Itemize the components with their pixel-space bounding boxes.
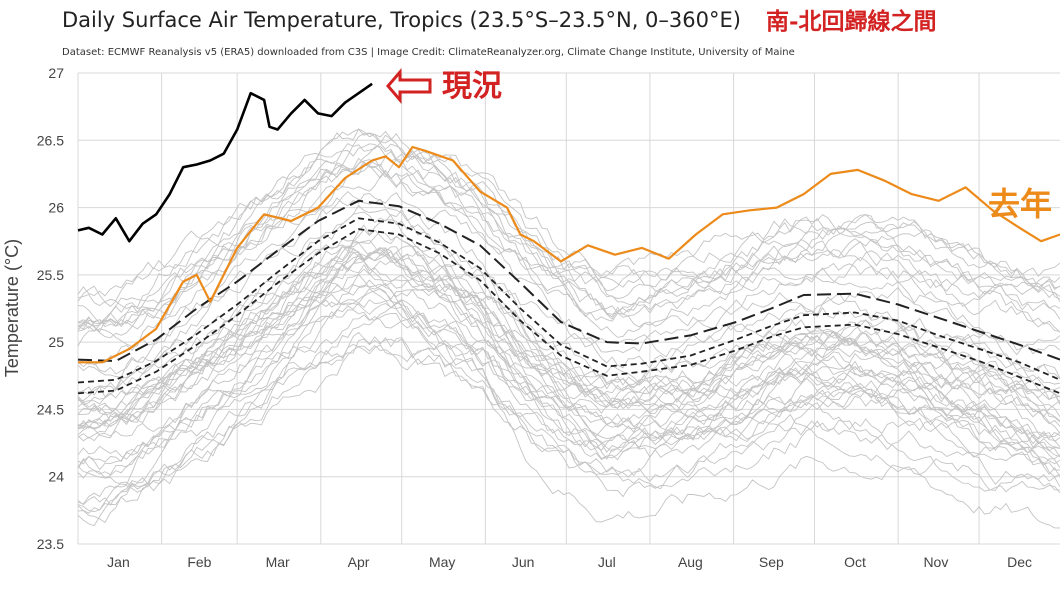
- history-line: [77, 153, 1060, 330]
- history-line: [77, 299, 1060, 479]
- history-line: [77, 130, 1060, 327]
- history-line: [77, 267, 1060, 427]
- history-line: [77, 161, 1060, 356]
- y-tick-label: 26.5: [37, 132, 64, 148]
- chart-subtitle: Dataset: ECMWF Reanalysis v5 (ERA5) down…: [62, 47, 795, 58]
- series-line-short-dash: [77, 228, 1060, 395]
- history-line: [77, 260, 1060, 452]
- history-line: [77, 169, 1060, 347]
- history-line: [77, 288, 1060, 486]
- history-line: [77, 247, 1060, 430]
- series-line-long-dash: [77, 199, 1060, 362]
- history-line: [77, 128, 1060, 307]
- x-tick-label: Jan: [107, 554, 130, 570]
- history-line: [77, 299, 1060, 479]
- plot-area: [78, 73, 1060, 544]
- history-line: [77, 239, 1060, 418]
- x-tick-label: Sep: [759, 554, 784, 570]
- annotation-current-label: 現況: [442, 69, 502, 104]
- series-line-short-dash: [77, 217, 1060, 384]
- plot-background: [78, 73, 1060, 544]
- x-tick-label: Mar: [266, 554, 290, 570]
- history-line: [77, 344, 1060, 529]
- y-axis-label: Temperature (°C): [2, 239, 22, 377]
- history-line: [77, 192, 1060, 368]
- x-tick-label: Oct: [844, 554, 866, 570]
- history-line: [77, 337, 1060, 524]
- history-line: [77, 248, 1060, 458]
- history-line: [77, 245, 1060, 430]
- x-tick-label: May: [429, 554, 455, 570]
- x-axis-ticks: Jan Feb Mar Apr May Jun Jul Aug Sep Oct Nov Dec: [107, 554, 1032, 570]
- historical-series: [77, 128, 1060, 529]
- history-line: [77, 134, 1060, 310]
- x-tick-label: Aug: [678, 554, 703, 570]
- history-line: [77, 255, 1060, 439]
- x-tick-label: Jul: [598, 554, 616, 570]
- history-line: [77, 273, 1060, 440]
- x-tick-label: Apr: [348, 554, 370, 570]
- left-arrow-icon: [386, 67, 432, 105]
- y-tick-label: 25: [48, 334, 64, 350]
- history-line: [77, 247, 1060, 427]
- history-line: [77, 250, 1060, 426]
- history-line: [77, 209, 1060, 379]
- x-tick-label: Nov: [923, 554, 948, 570]
- history-line: [77, 242, 1060, 405]
- chart-title: Daily Surface Air Temperature, Tropics (…: [62, 8, 741, 32]
- y-axis-ticks: 23.5 24 24.5 25 25.5 26 26.5 27: [37, 65, 64, 552]
- y-tick-label: 25.5: [37, 267, 64, 283]
- annotation-last-year: 去年: [988, 185, 1052, 223]
- x-tick-label: Dec: [1007, 554, 1032, 570]
- history-line: [77, 143, 1060, 332]
- annotation-tropics: 南-北回歸線之間: [766, 8, 937, 35]
- history-line: [77, 314, 1060, 505]
- series-lines: [77, 82, 1060, 395]
- x-tick-label: Jun: [512, 554, 535, 570]
- y-tick-label: 27: [48, 65, 64, 81]
- history-line: [77, 302, 1060, 478]
- history-line: [77, 157, 1060, 339]
- history-line: [77, 204, 1060, 401]
- x-tick-label: Feb: [187, 554, 211, 570]
- history-line: [77, 230, 1060, 422]
- y-tick-label: 26: [48, 200, 64, 216]
- series-line-solid-black: [77, 82, 373, 243]
- history-line: [77, 288, 1060, 471]
- annotation-current: 現況: [386, 67, 502, 105]
- y-tick-label: 23.5: [37, 536, 64, 552]
- y-tick-label: 24.5: [37, 401, 64, 417]
- history-line: [77, 279, 1060, 465]
- history-line: [77, 128, 1060, 297]
- y-tick-label: 24: [48, 469, 64, 485]
- series-line-solid-orange: [78, 145, 1060, 364]
